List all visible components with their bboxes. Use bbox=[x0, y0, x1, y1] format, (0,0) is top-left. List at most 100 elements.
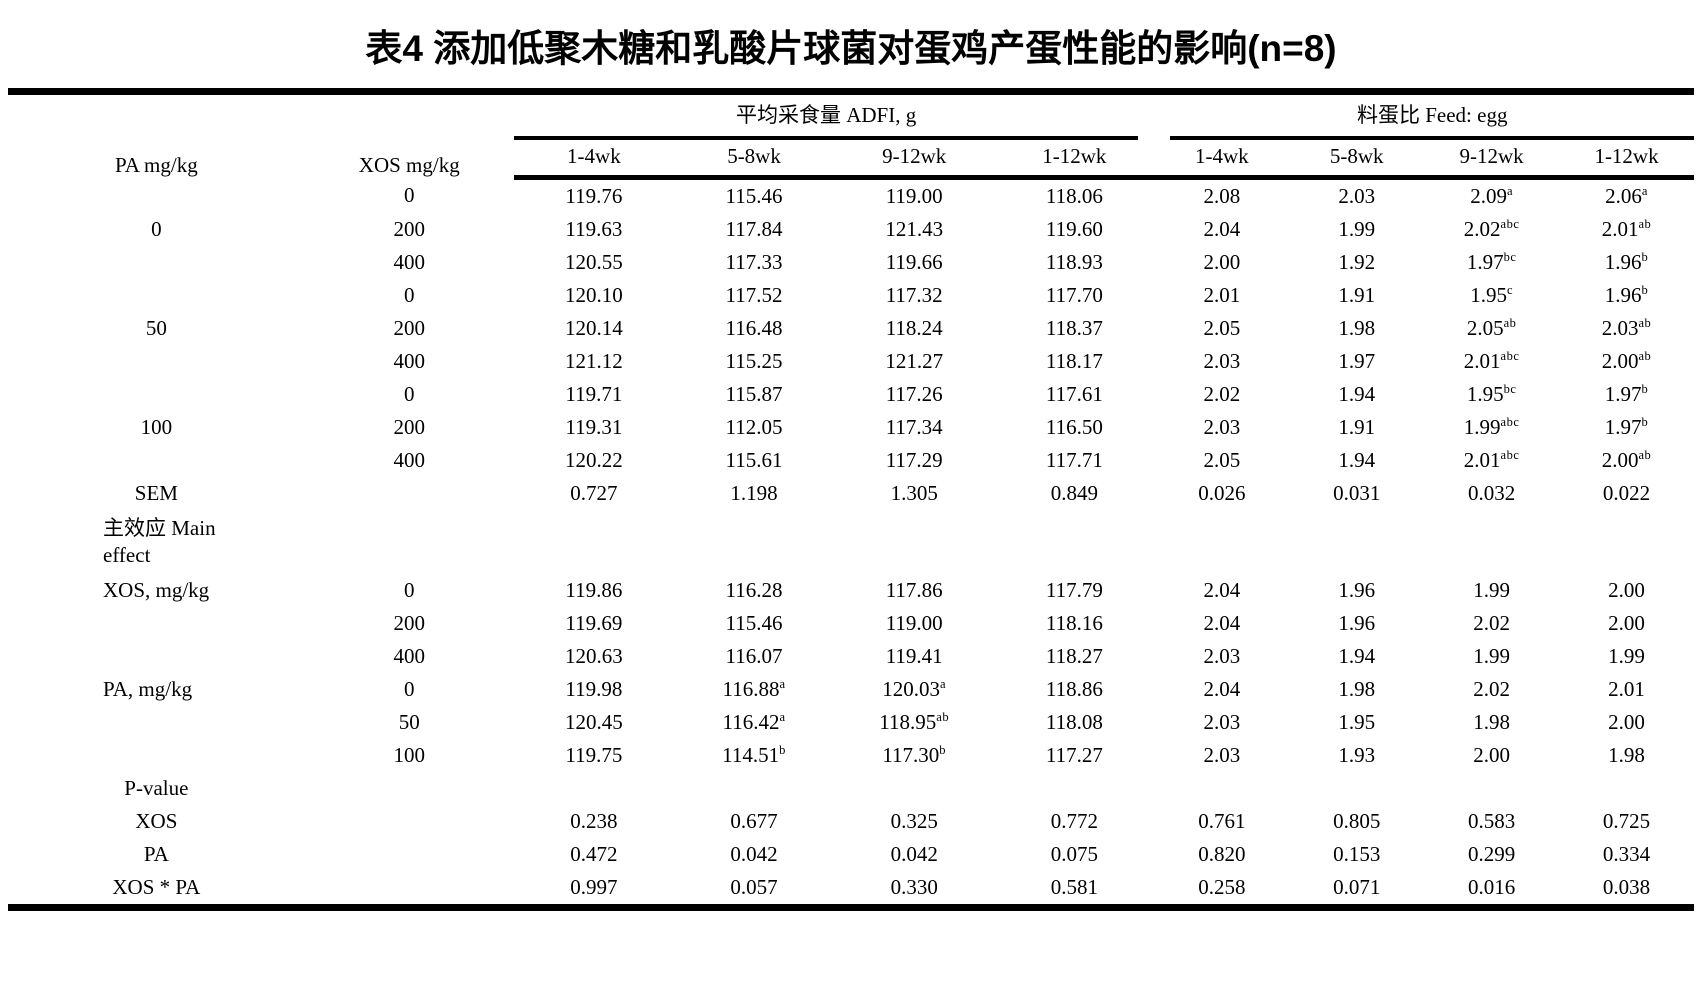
significance-superscript: ab bbox=[1638, 349, 1652, 363]
value-cell: 0.334 bbox=[1602, 842, 1651, 866]
significance-superscript: ab bbox=[1503, 316, 1517, 330]
value-cell: 2.00 bbox=[1203, 250, 1241, 274]
xos-level-cell bbox=[305, 772, 514, 805]
value-cell bbox=[1154, 510, 1289, 574]
row-label: 100 bbox=[140, 414, 173, 439]
value-cell: 1.99 bbox=[1608, 644, 1645, 668]
value-cell: 118.06 bbox=[1045, 184, 1103, 208]
value-cell: 0.016 bbox=[1467, 875, 1516, 899]
sub-header-fe-5-8wk: 5-8wk bbox=[1289, 140, 1425, 180]
value-cell bbox=[1559, 510, 1694, 574]
significance-superscript: a bbox=[1506, 184, 1514, 198]
value-cell: 118.17 bbox=[1045, 349, 1103, 373]
value-cell: 2.05ab bbox=[1466, 316, 1517, 340]
row-label: 0 bbox=[151, 216, 162, 241]
sub-header-adfi-9-12wk: 9-12wk bbox=[834, 140, 995, 180]
row-label: XOS, mg/kg bbox=[103, 577, 210, 602]
table-body: 0 119.76 115.46 119.00 118.06 2.08 2.03 2.09a 2.… bbox=[8, 178, 1694, 908]
table-row: 50 200 120.14 116.48 118.24 118.37 2.05 1.98 2.0… bbox=[8, 312, 1694, 345]
xos-level-cell: 200 bbox=[393, 611, 426, 635]
value-cell: 119.98 bbox=[565, 677, 623, 701]
value-cell: 115.61 bbox=[725, 448, 783, 472]
value-cell bbox=[834, 772, 994, 805]
value-cell: 2.09a bbox=[1470, 184, 1514, 208]
value-cell: 120.14 bbox=[565, 316, 623, 340]
value-cell: 2.02 bbox=[1473, 611, 1510, 635]
value-cell bbox=[514, 510, 674, 574]
value-cell: 118.86 bbox=[1045, 677, 1103, 701]
table-row: 100 200 119.31 112.05 117.34 116.50 2.03 1.91 1.… bbox=[8, 411, 1694, 444]
significance-superscript: abc bbox=[1500, 349, 1520, 363]
xos-level-cell: 400 bbox=[393, 250, 426, 274]
row-label bbox=[8, 345, 305, 378]
value-cell: 2.01 bbox=[1608, 677, 1645, 701]
value-cell: 2.01ab bbox=[1601, 217, 1652, 241]
value-cell: 117.34 bbox=[885, 415, 943, 439]
value-cell bbox=[1424, 510, 1559, 574]
value-cell: 1.91 bbox=[1338, 283, 1376, 307]
value-cell: 120.45 bbox=[565, 710, 623, 734]
row-label bbox=[8, 444, 305, 477]
table-row: 0 119.71 115.87 117.26 117.61 2.02 1.94 1.95bc 1… bbox=[8, 378, 1694, 411]
row-label: PA, mg/kg bbox=[103, 676, 193, 701]
value-cell: 2.03 bbox=[1203, 743, 1241, 767]
xos-level-cell: 200 bbox=[393, 415, 426, 439]
significance-superscript: ab bbox=[936, 710, 950, 724]
group-header-row: PA mg/kg XOS mg/kg 平均采食量 ADFI, g 料蛋比 Fee… bbox=[8, 92, 1694, 177]
value-cell: 1.95bc bbox=[1466, 382, 1517, 406]
value-cell: 0.472 bbox=[570, 842, 618, 866]
value-cell: 1.94 bbox=[1338, 382, 1376, 406]
xos-level-cell: 50 bbox=[398, 710, 420, 734]
value-cell: 0.583 bbox=[1467, 809, 1516, 833]
value-cell: 0.677 bbox=[730, 809, 778, 833]
row-label: 50 bbox=[145, 315, 167, 340]
table-row: 0 200 119.63 117.84 121.43 119.60 2.04 1.99 2.02… bbox=[8, 213, 1694, 246]
value-cell: 2.06a bbox=[1605, 184, 1648, 208]
sub-header-adfi-1-4wk: 1-4wk bbox=[513, 140, 674, 180]
value-cell: 2.00ab bbox=[1601, 448, 1652, 472]
value-cell: 119.66 bbox=[885, 250, 943, 274]
value-cell: 2.01abc bbox=[1463, 349, 1520, 373]
significance-superscript: ab bbox=[1638, 448, 1652, 462]
value-cell bbox=[1559, 772, 1694, 805]
value-cell: 0.725 bbox=[1602, 809, 1651, 833]
value-cell: 1.198 bbox=[730, 481, 778, 505]
value-cell: 0.057 bbox=[730, 875, 778, 899]
value-cell: 1.99 bbox=[1473, 578, 1510, 602]
table-caption: 表4 添加低聚木糖和乳酸片球菌对蛋鸡产蛋性能的影响(n=8) bbox=[365, 28, 1337, 69]
value-cell: 1.96 bbox=[1338, 611, 1376, 635]
value-cell: 2.08 bbox=[1203, 184, 1241, 208]
value-cell bbox=[674, 772, 834, 805]
value-cell: 115.46 bbox=[725, 611, 783, 635]
value-cell: 2.04 bbox=[1203, 677, 1241, 701]
data-table: PA mg/kg XOS mg/kg 平均采食量 ADFI, g 料蛋比 Fee… bbox=[8, 88, 1694, 911]
significance-superscript: b bbox=[939, 743, 947, 757]
significance-superscript: b bbox=[779, 743, 786, 757]
xos-level-cell bbox=[305, 838, 514, 871]
value-cell: 2.05 bbox=[1203, 448, 1241, 472]
value-cell: 120.03a bbox=[882, 677, 947, 701]
value-cell: 0.042 bbox=[890, 842, 938, 866]
value-cell bbox=[1289, 510, 1424, 574]
table-row: PA 0.472 0.042 0.042 0.075 0.820 0.153 0.299 0.3… bbox=[8, 838, 1694, 871]
value-cell: 2.03 bbox=[1203, 710, 1241, 734]
row-label bbox=[8, 607, 305, 640]
value-cell: 115.25 bbox=[725, 349, 783, 373]
value-cell: 1.94 bbox=[1338, 644, 1376, 668]
group-header-feed-egg-label: 料蛋比 Feed: egg bbox=[1170, 95, 1694, 140]
value-cell: 117.26 bbox=[885, 382, 943, 406]
value-cell: 118.27 bbox=[1045, 644, 1103, 668]
value-cell: 2.03 bbox=[1203, 644, 1241, 668]
sub-header-fe-9-12wk: 9-12wk bbox=[1424, 140, 1560, 180]
row-label: XOS bbox=[135, 808, 178, 833]
row-label: P-value bbox=[124, 775, 189, 800]
xos-level-cell bbox=[305, 477, 514, 510]
row-label bbox=[8, 246, 305, 279]
significance-superscript: a bbox=[779, 710, 786, 724]
value-cell: 2.04 bbox=[1203, 578, 1241, 602]
value-cell: 2.00 bbox=[1608, 710, 1645, 734]
table-row: 400 120.63 116.07 119.41 118.27 2.03 1.94 1.99 1… bbox=[8, 640, 1694, 673]
table-row: 50 120.45 116.42a 118.95ab 118.08 2.03 1.95 1.9… bbox=[8, 706, 1694, 739]
row-label bbox=[8, 640, 305, 673]
